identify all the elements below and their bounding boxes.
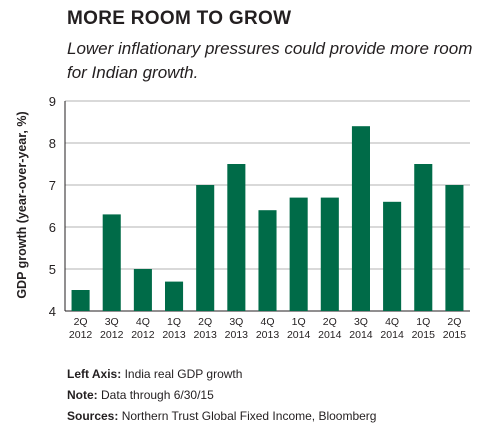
bar [445, 185, 464, 311]
sources-note-label: Sources: [67, 409, 119, 423]
x-tick-label-year: 2014 [380, 329, 404, 341]
x-tick-label-year: 2012 [100, 329, 124, 341]
x-tick-label-quarter: 3Q [354, 316, 368, 328]
bar [414, 164, 433, 311]
y-tick-label: 6 [49, 220, 56, 235]
left-axis-note: Left Axis: India real GDP growth [67, 364, 376, 385]
x-tick-label-quarter: 4Q [385, 316, 399, 328]
bar [320, 197, 339, 311]
bar [258, 210, 277, 311]
y-tick-label: 9 [49, 94, 56, 109]
bar [165, 281, 184, 311]
bar [102, 214, 121, 311]
bar [351, 126, 370, 311]
x-tick-label-quarter: 3Q [105, 316, 119, 328]
x-tick-label-year: 2014 [349, 329, 373, 341]
chart-subtitle: Lower inflationary pressures could provi… [67, 39, 473, 82]
x-tick-label-year: 2014 [287, 329, 311, 341]
x-tick-label-quarter: 1Q [167, 316, 181, 328]
chart-notes: Left Axis: India real GDP growth Note: D… [67, 364, 376, 427]
x-tick-label-quarter: 3Q [229, 316, 243, 328]
x-tick-label-quarter: 2Q [198, 316, 212, 328]
left-axis-note-label: Left Axis: [67, 367, 122, 381]
x-tick-label-quarter: 4Q [136, 316, 150, 328]
x-tick-label-year: 2013 [162, 329, 186, 341]
y-tick-label: 4 [49, 304, 56, 319]
x-tick-label-quarter: 2Q [447, 316, 461, 328]
x-tick-label-quarter: 2Q [323, 316, 337, 328]
x-tick-label-year: 2013 [194, 329, 218, 341]
bar [289, 197, 308, 311]
x-tick-label-year: 2015 [412, 329, 436, 341]
data-note-label: Note: [67, 388, 98, 402]
chart-title: MORE ROOM TO GROW [67, 8, 292, 29]
x-tick-label-quarter: 4Q [260, 316, 274, 328]
data-note-text: Data through 6/30/15 [101, 388, 214, 402]
x-tick-label-year: 2012 [69, 329, 93, 341]
data-note: Note: Data through 6/30/15 [67, 385, 376, 406]
x-tick-label-quarter: 2Q [74, 316, 88, 328]
x-tick-label-quarter: 1Q [292, 316, 306, 328]
x-tick-label-year: 2013 [225, 329, 249, 341]
left-axis-note-text: India real GDP growth [124, 367, 243, 381]
sources-note: Sources: Northern Trust Global Fixed Inc… [67, 406, 376, 427]
bar [71, 290, 90, 311]
bar [227, 164, 246, 311]
sources-note-text: Northern Trust Global Fixed Income, Bloo… [121, 409, 377, 423]
y-tick-label: 5 [49, 262, 56, 277]
bar [196, 185, 215, 311]
x-tick-label-quarter: 1Q [416, 316, 430, 328]
bar [133, 269, 152, 311]
x-tick-label-year: 2013 [256, 329, 280, 341]
y-tick-label: 7 [49, 178, 56, 193]
x-tick-label-year: 2014 [318, 329, 342, 341]
x-tick-label-year: 2015 [443, 329, 467, 341]
bar [383, 201, 402, 311]
x-tick-label-year: 2012 [131, 329, 155, 341]
y-tick-label: 8 [49, 136, 56, 151]
